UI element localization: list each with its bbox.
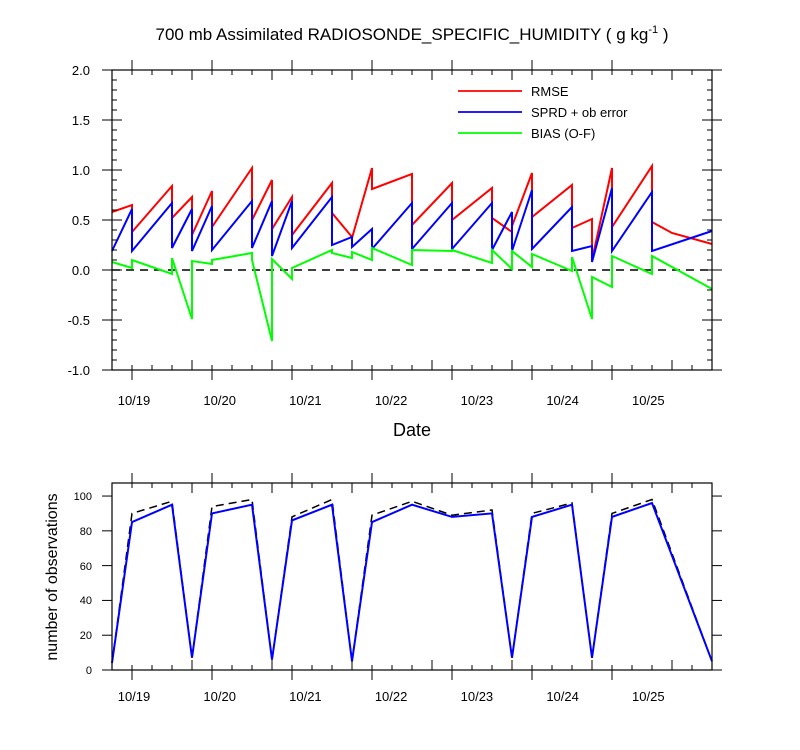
x-tick-label: 10/23 [461,689,494,704]
x-tick-label: 10/25 [632,689,665,704]
y-tick-label: 40 [80,595,92,607]
bottom-x-tick-labels: 10/19 10/20 10/21 10/22 10/23 10/24 10/2… [118,689,665,704]
top-plot-frame [111,69,713,371]
y-tick-label: 0.5 [72,213,90,228]
x-tick-label: 10/22 [375,393,408,408]
x-tick-label: 10/19 [118,689,151,704]
y-tick-label: 1.5 [72,113,90,128]
top-axis-ticks [102,60,722,380]
x-tick-label: 10/23 [461,393,494,408]
x-tick-label: 10/19 [118,393,151,408]
sprd-series-line [111,187,713,263]
y-tick-label: 100 [74,491,92,503]
legend-label-bias: BIAS (O-F) [531,126,595,141]
top-y-tick-labels: 2.0 1.5 1.0 0.5 0.0 -0.5 -1.0 [68,63,90,378]
x-tick-label: 10/21 [289,689,322,704]
y-tick-label: 0.0 [72,263,90,278]
bottom-y-tick-labels: 100 80 60 40 20 0 [74,491,92,677]
legend-label-sprd: SPRD + ob error [531,105,628,120]
y-tick-label: 2.0 [72,63,90,78]
x-tick-label: 10/20 [203,689,236,704]
x-tick-label: 10/24 [546,689,579,704]
y-tick-label: -1.0 [68,363,90,378]
x-tick-label: 10/25 [632,393,665,408]
rmse-series-line [111,162,713,261]
legend-label-rmse: RMSE [531,84,569,99]
y-axis-title: number of observations [44,493,61,660]
x-axis-title: Date [393,420,431,440]
bias-series-line [111,246,713,342]
x-tick-label: 10/20 [203,393,236,408]
chart-title: 700 mb Assimilated RADIOSONDE_SPECIFIC_H… [156,24,669,44]
bottom-plot-frame [111,482,713,671]
top-series-layer [111,162,713,342]
legend: RMSE SPRD + ob error BIAS (O-F) [458,84,628,141]
bottom-chart: 100 80 60 40 20 0 10/19 10/20 10/21 10/2… [44,473,722,704]
x-tick-label: 10/21 [289,393,322,408]
y-tick-label: -0.5 [68,313,90,328]
top-chart: 700 mb Assimilated RADIOSONDE_SPECIFIC_H… [68,24,722,440]
assimilated-obs-series-line [111,501,713,664]
y-tick-label: 1.0 [72,163,90,178]
y-tick-label: 20 [80,630,92,642]
top-x-tick-labels: 10/19 10/20 10/21 10/22 10/23 10/24 10/2… [118,393,665,408]
bottom-series-layer [111,498,713,664]
y-tick-label: 80 [80,526,92,538]
y-tick-label: 0 [86,665,92,677]
y-tick-label: 60 [80,561,92,573]
x-tick-label: 10/22 [375,689,408,704]
x-tick-label: 10/24 [546,393,579,408]
